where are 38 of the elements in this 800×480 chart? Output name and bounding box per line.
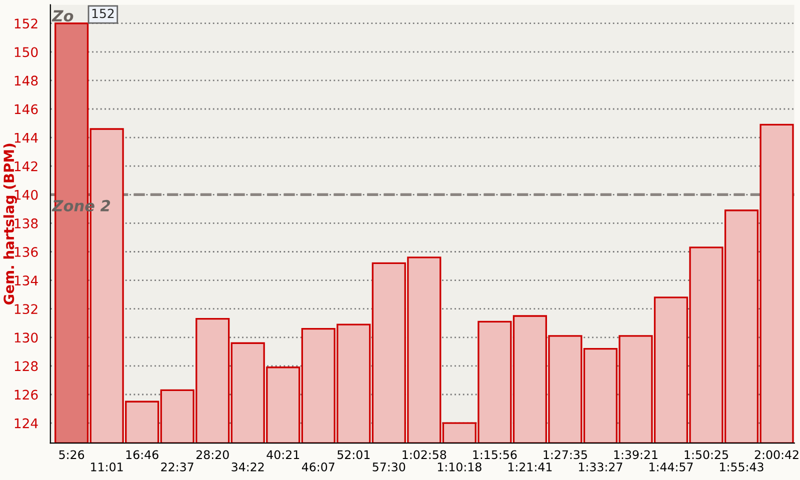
y-tick-label: 142	[14, 161, 38, 172]
x-tick-label: 1:27:35	[544, 450, 587, 460]
x-tick-label: 52:01	[338, 450, 370, 460]
y-tick-label: 134	[14, 276, 38, 286]
x-tick-label: 1:02:58	[402, 450, 446, 460]
y-tick-label: 146	[14, 104, 38, 114]
y-tick-label: 124	[14, 418, 38, 428]
x-tick-label: 1:39:21	[614, 450, 658, 460]
x-tick-label: 1:10:18	[438, 462, 482, 472]
x-tick-label: 1:33:27	[579, 462, 622, 472]
x-tick-label: 22:37	[161, 462, 194, 472]
x-tick-label: 2:00:42	[754, 450, 798, 460]
x-tick-label: 5:26	[59, 450, 84, 460]
y-tick-label: 140	[14, 190, 38, 200]
x-tick-label: 1:15:56	[473, 450, 517, 460]
x-tick-label: 28:20	[196, 450, 229, 460]
x-tick-label: 57:30	[372, 462, 406, 472]
y-tick-label: 152	[14, 18, 38, 29]
x-tick-label: 1:44:57	[650, 462, 693, 472]
y-tick-label: 128	[14, 361, 38, 372]
y-tick-label: 148	[14, 76, 38, 86]
x-tick-label: 11:01	[91, 462, 123, 472]
x-tick-label: 46:07	[302, 462, 334, 472]
band-label: Zo	[52, 10, 74, 22]
y-tick-label: 130	[14, 332, 38, 343]
x-tick-label: 16:46	[126, 450, 158, 460]
x-tick-label: 1:50:25	[684, 450, 728, 460]
y-tick-label: 136	[14, 246, 38, 257]
y-tick-label: 144	[14, 132, 38, 143]
y-tick-label: 150	[14, 47, 38, 58]
y-tick-label: 138	[14, 218, 38, 228]
x-tick-label: 34:22	[232, 462, 264, 472]
y-tick-label: 126	[14, 390, 38, 400]
x-tick-label: 40:21	[266, 450, 300, 460]
annotation: 152	[92, 8, 114, 18]
x-tick-label: 1:55:43	[720, 462, 764, 472]
x-tick-label: 1:21:41	[508, 462, 552, 472]
y-tick-label: 132	[14, 304, 38, 314]
